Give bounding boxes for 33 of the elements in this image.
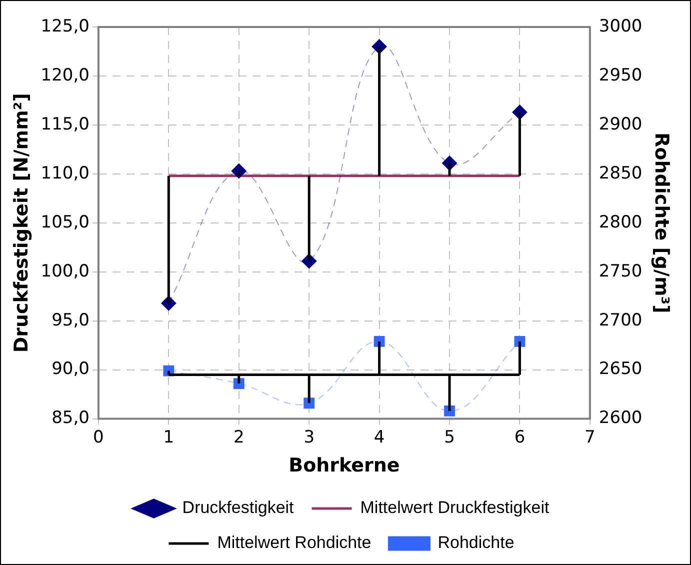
y2-tick-label: 2800	[598, 212, 642, 232]
y-tick-label: 90,0	[52, 359, 90, 380]
y-tick-label: 120,0	[40, 65, 90, 86]
x-tick-label: 5	[444, 427, 455, 448]
y2-tick-label: 3000	[598, 16, 642, 36]
y2-tick-label: 2700	[598, 310, 642, 330]
y2-tick-label: 2950	[598, 65, 642, 86]
x-axis-title: Bohrkerne	[288, 454, 400, 477]
legend-label: Mittelwert Druckfestigkeit	[360, 498, 550, 518]
y2-axis-title: Rohdichte [g/m³]	[650, 132, 673, 314]
x-tick-label: 3	[304, 427, 315, 448]
y-tick-label: 95,0	[52, 310, 90, 330]
legend-label: Mittelwert Rohdichte	[217, 533, 372, 552]
legend-label: Rohdichte	[438, 533, 514, 552]
x-tick-label: 0	[93, 427, 104, 448]
y-tick-label: 105,0	[40, 212, 90, 232]
y-tick-label: 85,0	[52, 408, 90, 428]
x-tick-label: 6	[514, 427, 526, 448]
y-tick-label: 100,0	[40, 261, 90, 282]
legend-label: Druckfestigkeit	[182, 498, 294, 518]
y2-tick-label: 2650	[598, 359, 642, 380]
x-tick-label: 1	[163, 427, 174, 448]
x-tick-label: 2	[233, 427, 244, 448]
y2-tick-label: 2600	[598, 408, 642, 428]
y-tick-label: 125,0	[40, 16, 90, 36]
x-tick-label: 4	[374, 427, 385, 448]
y-tick-label: 110,0	[40, 163, 90, 184]
y-axis-title: Druckfestigkeit [N/mm²]	[10, 93, 32, 353]
y-tick-label: 115,0	[40, 114, 90, 134]
x-tick-label: 7	[584, 427, 596, 448]
y2-tick-label: 2750	[598, 261, 642, 282]
y2-tick-label: 2900	[598, 114, 642, 134]
y2-tick-label: 2850	[598, 163, 642, 184]
